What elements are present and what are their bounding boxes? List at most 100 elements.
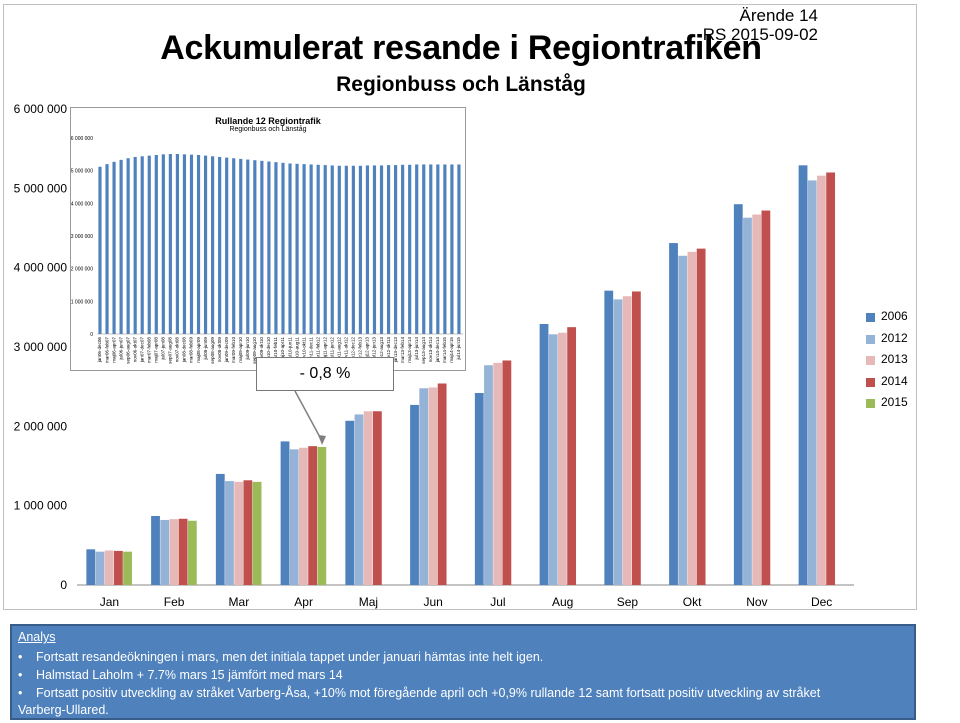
inset-x-tick-label: sep13-aug14 <box>421 337 426 364</box>
bar-2013 <box>234 481 244 585</box>
inset-x-tick-label: maj06-apr07 <box>111 337 116 363</box>
inset-x-tick-label: jan14-dec14 <box>435 337 440 364</box>
legend-swatch <box>866 399 875 408</box>
inset-x-tick-label: jul06-jun07 <box>118 337 123 361</box>
inset-x-tick-label: mar09-feb10 <box>231 337 236 363</box>
bar-2012 <box>289 449 299 585</box>
inset-x-tick-label: jul07-jun08 <box>161 337 166 361</box>
inset-bar <box>239 158 243 334</box>
inset-bar <box>168 154 172 334</box>
inset-x-tick-label: maj14-apr15 <box>449 337 454 363</box>
bar-2012 <box>678 255 688 585</box>
inset-bar <box>365 165 370 334</box>
bar-2013 <box>169 519 179 585</box>
bar-2013 <box>817 175 826 585</box>
bar-2014 <box>826 172 836 585</box>
inset-x-tick-label: jan10-dec10 <box>266 337 271 364</box>
bar-2006 <box>669 243 678 585</box>
inset-y-tick-label: 5 000 000 <box>71 169 93 175</box>
inset-bar <box>140 156 144 334</box>
bar-2013 <box>622 296 632 585</box>
bar-2012 <box>95 551 105 585</box>
inset-bar <box>112 161 116 334</box>
bar-2013 <box>104 550 114 585</box>
inset-x-tick-label: jan12-dec12 <box>351 337 356 364</box>
inset-x-tick-label: nov10-okt11 <box>301 337 306 362</box>
inset-bar <box>154 154 158 334</box>
legend-label: 2014 <box>881 373 908 388</box>
inset-x-tick-label: jan08-dec08 <box>182 337 187 364</box>
inset-chart-svg: 0 1 000 000 2 000 000 3 000 000 4 000 000 5 0… <box>71 136 463 364</box>
inset-y-tick-label: 3 000 000 <box>71 234 93 240</box>
bar-2014 <box>761 210 771 585</box>
x-tick-label: Dec <box>811 595 832 609</box>
inset-x-tick-label: nov13-okt14 <box>428 337 433 363</box>
x-tick-label: Jul <box>490 595 505 609</box>
inset-x-tick-label: mar06-feb07 <box>104 337 109 363</box>
inset-bar <box>98 166 102 334</box>
bar-2013 <box>752 214 762 585</box>
inset-y-tick-label: 4 000 000 <box>71 201 93 207</box>
bar-2012 <box>807 180 817 585</box>
document-date: RS 2015-09-02 <box>702 25 818 44</box>
case-number: Ärende 14 <box>739 6 818 25</box>
bar-2015 <box>187 520 197 585</box>
bar-2012 <box>160 519 170 585</box>
bar-2014 <box>437 383 447 585</box>
inset-bar <box>211 156 215 334</box>
inset-x-tick-label: sep09-aug10 <box>252 337 257 364</box>
inset-bar <box>175 154 179 334</box>
inset-bar <box>436 164 440 334</box>
inset-bar <box>394 165 398 334</box>
bar-2006 <box>798 165 808 585</box>
bar-2012 <box>613 299 623 585</box>
inset-bar <box>450 164 454 334</box>
bar-2014 <box>178 518 188 585</box>
inset-bar <box>126 158 130 334</box>
bar-2013 <box>363 411 373 585</box>
y-tick-label: 3 000 000 <box>14 340 68 354</box>
bar-2006 <box>215 473 225 585</box>
analysis-box: Analys • Fortsatt resandeökningen i mars,… <box>10 624 916 720</box>
bar-2014 <box>308 446 318 585</box>
inset-x-tick-label: maj09-apr10 <box>238 337 243 363</box>
y-tick-label: 5 000 000 <box>14 181 68 195</box>
legend-swatch <box>866 334 875 344</box>
inset-bar <box>344 165 348 334</box>
inset-bar <box>119 159 123 334</box>
inset-x-tick-label: nov12-okt13 <box>386 337 391 363</box>
bar-2013 <box>558 332 567 585</box>
inset-x-tick-label: sep08-aug09 <box>210 337 215 364</box>
inset-bar <box>189 154 194 334</box>
bar-2013 <box>493 362 503 585</box>
inset-x-tick-label: maj10-apr11 <box>280 337 285 363</box>
inset-x-tick-label: mar10-feb11 <box>273 337 278 363</box>
inset-x-tick-label: jul09-jun10 <box>245 337 250 361</box>
inset-x-tick-label: jan06-dec06 <box>97 337 102 364</box>
inset-bar <box>337 165 341 334</box>
inset-bar <box>408 164 412 334</box>
bar-2006 <box>151 515 160 585</box>
bar-2012 <box>743 217 752 586</box>
inset-x-tick-label: maj12-apr13 <box>365 337 370 363</box>
legend-swatch <box>866 356 875 365</box>
inset-bar <box>182 154 187 334</box>
inset-bar <box>260 160 264 334</box>
inset-bar <box>232 158 236 334</box>
inset-bar <box>429 164 433 334</box>
inset-x-tick-label: sep11-aug12 <box>337 337 342 364</box>
analysis-line-1: • Fortsatt resandeökningen i mars, men de… <box>18 650 544 664</box>
bar-2006 <box>86 549 96 585</box>
y-tick-label: 0 <box>60 578 67 592</box>
inset-bar <box>401 164 405 334</box>
legend-swatch <box>866 313 875 322</box>
inset-bar <box>295 163 299 334</box>
legend-label: 2012 <box>881 330 908 345</box>
change-callout: - 0,8 % <box>256 357 394 391</box>
chart-title: Ackumulerat resande i Regiontrafiken <box>160 29 762 67</box>
bar-2015 <box>252 481 262 585</box>
inset-bar <box>196 154 201 334</box>
inset-x-tick-label: mar14-feb15 <box>442 337 447 363</box>
bar-2013 <box>687 251 697 586</box>
inset-bar <box>133 156 137 334</box>
